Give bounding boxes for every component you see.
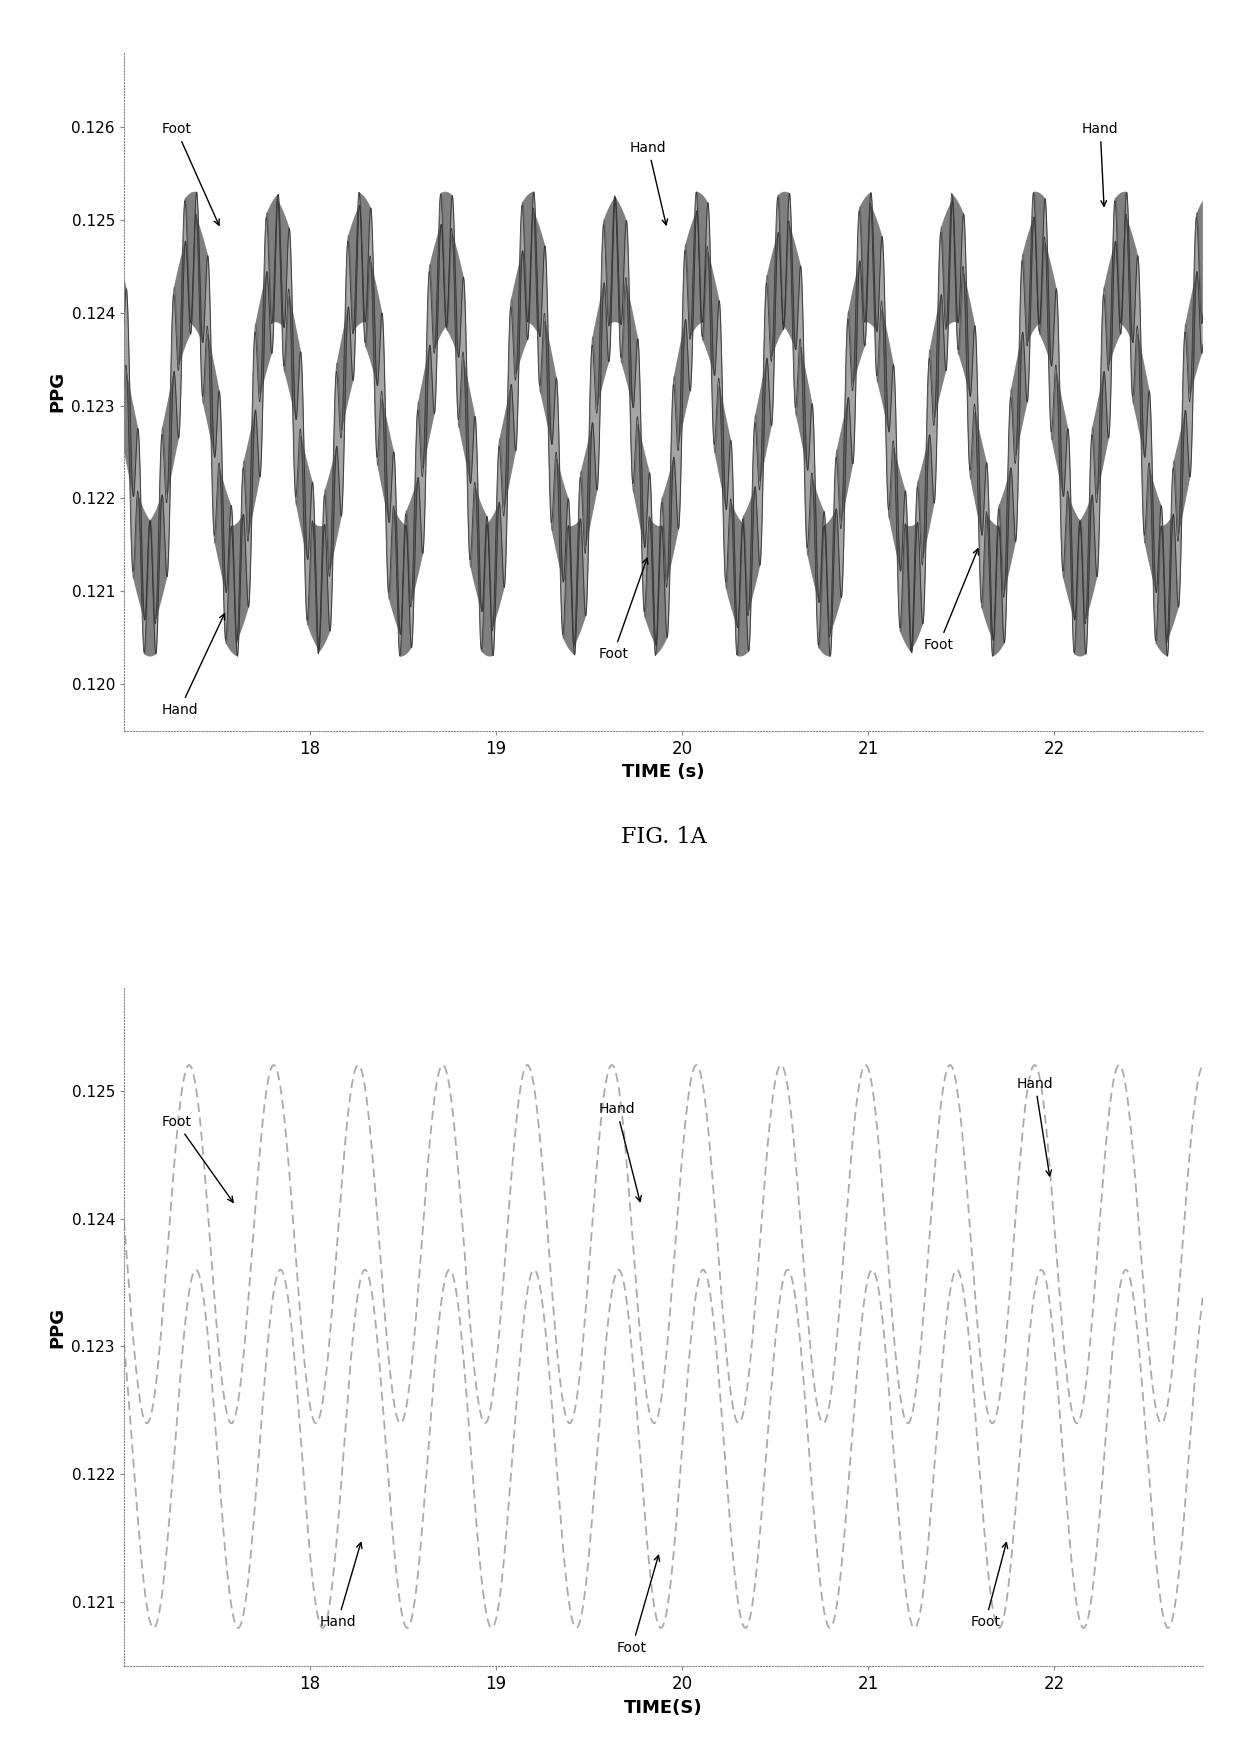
Text: Hand: Hand bbox=[1017, 1077, 1054, 1175]
Y-axis label: PPG: PPG bbox=[48, 372, 66, 412]
Text: Foot: Foot bbox=[599, 558, 647, 661]
Text: Foot: Foot bbox=[924, 549, 978, 652]
Text: Hand: Hand bbox=[320, 1542, 362, 1629]
Text: Foot: Foot bbox=[161, 123, 219, 225]
Text: Hand: Hand bbox=[599, 1102, 641, 1201]
Text: Foot: Foot bbox=[616, 1556, 660, 1654]
Text: Hand: Hand bbox=[161, 614, 224, 717]
Text: Hand: Hand bbox=[630, 140, 667, 225]
Text: Foot: Foot bbox=[971, 1542, 1008, 1629]
Y-axis label: PPG: PPG bbox=[48, 1307, 66, 1347]
X-axis label: TIME(S): TIME(S) bbox=[624, 1700, 703, 1717]
X-axis label: TIME (s): TIME (s) bbox=[622, 763, 704, 781]
Text: FIG. 1A: FIG. 1A bbox=[620, 826, 707, 847]
Text: Foot: Foot bbox=[161, 1116, 233, 1201]
Text: Hand: Hand bbox=[1081, 123, 1118, 207]
